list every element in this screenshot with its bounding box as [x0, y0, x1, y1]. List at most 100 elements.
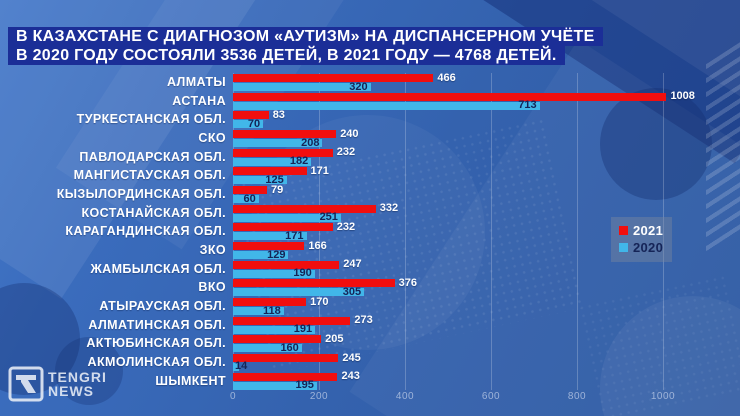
- bar-2021: [233, 130, 337, 139]
- bar-value-2021: 243: [341, 370, 360, 383]
- region-label: ШЫМКЕНТ: [155, 373, 226, 388]
- bar-2021: [233, 354, 339, 363]
- bar-line-2020: 713: [233, 99, 740, 112]
- bar-2020: 129: [233, 249, 289, 260]
- bar-line-2021: 1008: [233, 90, 740, 103]
- region-label: КЫЗЫЛОРДИНСКАЯ ОБЛ.: [56, 187, 226, 202]
- bar-line-2020: 171: [233, 230, 740, 241]
- region-label: ЖАМБЫЛСКАЯ ОБЛ.: [90, 261, 226, 276]
- region-label: АКМОЛИНСКАЯ ОБЛ.: [87, 355, 226, 370]
- region-bars: 332 251: [233, 203, 740, 223]
- gridline-600: [491, 73, 492, 390]
- region-bars: 170 118: [233, 295, 740, 317]
- bar-line-2021: 247: [233, 258, 740, 271]
- region-bars: 1008 713: [233, 90, 740, 112]
- bar-value-2021: 232: [336, 146, 356, 159]
- bar-2020: 125: [233, 174, 287, 185]
- gridlines: [233, 73, 740, 390]
- logo-line-2: NEWS: [48, 383, 94, 399]
- bar-2020: 208: [233, 137, 323, 148]
- bar-line-2020: 125: [233, 174, 740, 185]
- logo-line-1: TENGRI: [48, 369, 107, 385]
- bar-line-2021: 332: [233, 203, 740, 214]
- legend: 2021 2020: [611, 217, 673, 262]
- bar-line-2020: 195: [233, 379, 740, 392]
- bar-2021: [233, 148, 333, 157]
- bar-2021: [233, 74, 434, 82]
- bar-line-2020: 191: [233, 323, 740, 336]
- legend-swatch-2020: [619, 243, 628, 252]
- bar-value-2020: 118: [262, 304, 281, 317]
- gridline-1000: [663, 73, 664, 390]
- bar-line-2021: 232: [233, 146, 740, 159]
- bar-line-2021: 166: [233, 240, 740, 251]
- bar-2021: [233, 223, 333, 232]
- region-label: АЛМАТИНСКАЯ ОБЛ.: [88, 317, 226, 332]
- region-bars: 240 208: [233, 127, 740, 148]
- bar-value-2020: 70: [247, 117, 261, 130]
- bar-2021: [233, 242, 305, 251]
- bar-value-2021: 247: [343, 258, 362, 271]
- bar-value-2021: 240: [340, 127, 359, 140]
- bar-2020: 191: [233, 323, 316, 336]
- gridline-800: [577, 73, 578, 390]
- region-bars: 245 14: [233, 351, 740, 373]
- bar-line-2020: 70: [233, 117, 740, 130]
- bar-line-2021: 243: [233, 370, 740, 383]
- bar-2021: [233, 92, 667, 101]
- region-row: КАРАГАНДИНСКАЯ ОБЛ. 232 171: [0, 221, 740, 241]
- bar-2020: 320: [233, 81, 371, 92]
- bar-value-2020: 160: [280, 341, 299, 354]
- bar-value-2021: 245: [342, 351, 361, 364]
- bar-value-2021: 79: [270, 183, 284, 196]
- bar-2020: 171: [233, 230, 307, 241]
- bar-2021: [233, 260, 340, 269]
- bar-value-2021: 170: [310, 295, 329, 308]
- bar-value-2021: 1008: [670, 90, 695, 103]
- bar-2021: [233, 204, 376, 213]
- region-label: СКО: [198, 131, 226, 146]
- legend-entry-2020: 2020: [619, 239, 663, 256]
- legend-label-2021: 2021: [633, 223, 664, 238]
- bar-line-2020: 118: [233, 304, 740, 317]
- bar-line-2020: 160: [233, 341, 740, 354]
- bar-value-2020: 190: [293, 267, 312, 280]
- chart-rows: АЛМАТЫ 466 320 АСТАНА 1008 713 ТУРКЕСТАНСКАЯ О…: [0, 72, 740, 392]
- region-label: КАРАГАНДИНСКАЯ ОБЛ.: [65, 224, 226, 239]
- region-bars: 232 182: [233, 146, 740, 167]
- gridline-0: [233, 73, 234, 390]
- bar-2021: [233, 335, 322, 344]
- bar-line-2020: 208: [233, 137, 740, 148]
- bar-2021: [233, 111, 269, 120]
- bar-2020: 118: [233, 304, 284, 317]
- bar-value-2020: 60: [243, 192, 256, 205]
- region-bars: 466 320: [233, 72, 740, 92]
- x-axis: 0 200 400 600 800 1000: [0, 391, 740, 405]
- region-row: ШЫМКЕНТ 243 195: [0, 370, 740, 392]
- tengrinews-logo-text: TENGRI NEWS: [48, 370, 107, 398]
- bar-value-2021: 83: [272, 108, 285, 121]
- x-tick-label-400: 400: [395, 391, 415, 402]
- bar-line-2020: 14: [233, 360, 740, 373]
- region-row: АЛМАТЫ 466 320: [0, 72, 740, 92]
- headline-line-2: В 2020 ГОДУ СОСТОЯЛИ 3536 ДЕТЕЙ, В 2021 …: [8, 46, 565, 65]
- bar-value-2020: 191: [293, 323, 313, 336]
- bar-line-2020: 129: [233, 249, 740, 260]
- bar-value-2020: 14: [235, 360, 248, 373]
- bar-value-2021: 171: [310, 164, 329, 177]
- region-row: КЫЗЫЛОРДИНСКАЯ ОБЛ. 79 60: [0, 183, 740, 205]
- bar-value-2020: 713: [518, 99, 537, 112]
- bar-2021: [233, 167, 307, 176]
- bar-value-2020: 195: [295, 379, 314, 392]
- region-row: КОСТАНАЙСКАЯ ОБЛ. 332 251: [0, 203, 740, 223]
- x-tick-label-200: 200: [309, 391, 329, 402]
- bar-2020: [233, 363, 240, 372]
- region-row: АКМОЛИНСКАЯ ОБЛ. 245 14: [0, 351, 740, 373]
- region-row: ТУРКЕСТАНСКАЯ ОБЛ. 83 70: [0, 108, 740, 130]
- bar-line-2020: 60: [233, 192, 740, 205]
- bar-line-2020: 251: [233, 212, 740, 223]
- region-row: АСТАНА 1008 713: [0, 90, 740, 112]
- bar-value-2021: 376: [398, 276, 418, 289]
- region-bars: 273 191: [233, 315, 740, 336]
